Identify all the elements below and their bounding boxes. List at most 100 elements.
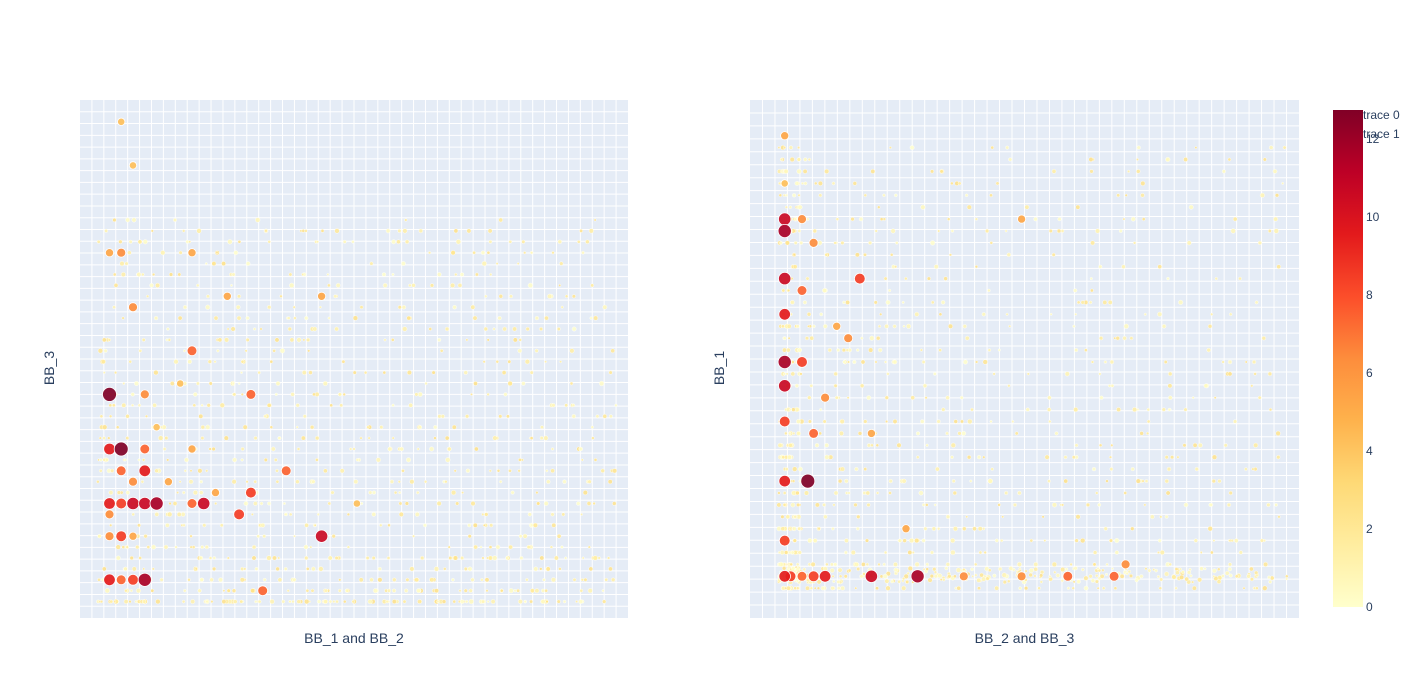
scatter-point[interactable] (1108, 570, 1120, 582)
scatter-point[interactable] (352, 499, 361, 508)
scatter-point[interactable] (780, 131, 790, 141)
scatter-point[interactable] (853, 272, 866, 285)
scatter-point-faint (224, 337, 230, 343)
scatter-point[interactable] (808, 428, 819, 439)
scatter-point-faint (1228, 490, 1233, 496)
scatter-point[interactable] (139, 443, 151, 455)
scatter-point-faint (451, 578, 455, 582)
scatter-point[interactable] (777, 223, 792, 238)
scatter-point[interactable] (843, 333, 854, 344)
scatter-point[interactable] (128, 302, 138, 313)
scatter-point[interactable] (778, 415, 791, 428)
scatter-point[interactable] (187, 248, 197, 258)
scatter-point[interactable] (796, 285, 808, 296)
scatter-point-faint (463, 566, 468, 571)
scatter-point[interactable] (176, 379, 185, 388)
scatter-point[interactable] (317, 291, 327, 301)
scatter-point[interactable] (901, 524, 911, 534)
scatter-point[interactable] (103, 573, 116, 587)
scatter-point-faint (1244, 360, 1248, 364)
scatter-point[interactable] (104, 509, 115, 520)
scatter-point[interactable] (1016, 571, 1027, 582)
scatter-point[interactable] (113, 441, 129, 457)
scatter-point-faint (588, 566, 594, 572)
scatter-point[interactable] (128, 476, 138, 487)
scatter-point-faint (1037, 586, 1041, 590)
scatter-point[interactable] (126, 496, 140, 511)
scatter-point[interactable] (778, 308, 791, 321)
scatter-point[interactable] (222, 291, 232, 301)
scatter-point[interactable] (103, 442, 116, 456)
scatter-point-faint (888, 479, 893, 484)
scatter-point[interactable] (245, 389, 257, 400)
scatter-point[interactable] (103, 497, 116, 510)
scatter-point[interactable] (778, 271, 792, 286)
scatter-point[interactable] (820, 392, 830, 403)
scatter-point[interactable] (864, 569, 879, 583)
scatter-point-faint (972, 526, 977, 532)
scatter-point[interactable] (778, 212, 792, 226)
scatter-point[interactable] (210, 488, 220, 498)
scatter-point-faint (1076, 300, 1081, 305)
scatter-point-faint (787, 336, 791, 340)
legend-item-0[interactable]: trace 0 (1363, 108, 1400, 122)
scatter-point-faint (165, 523, 170, 528)
scatter-point[interactable] (115, 465, 127, 477)
scatter-point[interactable] (796, 570, 808, 582)
scatter-point[interactable] (104, 531, 115, 542)
scatter-point[interactable] (777, 354, 792, 369)
scatter-point[interactable] (796, 356, 808, 368)
scatter-point-faint (406, 457, 412, 463)
scatter-point[interactable] (105, 248, 115, 258)
scatter-point[interactable] (186, 498, 198, 509)
scatter-point[interactable] (152, 423, 161, 432)
scatter-point[interactable] (115, 530, 127, 542)
scatter-point[interactable] (1062, 570, 1074, 582)
scatter-point[interactable] (149, 496, 164, 511)
scatter-point-faint (342, 239, 347, 244)
scatter-point[interactable] (280, 465, 292, 477)
scatter-point[interactable] (128, 161, 138, 170)
scatter-point[interactable] (138, 464, 152, 478)
scatter-point[interactable] (197, 496, 211, 511)
scatter-point[interactable] (163, 477, 173, 487)
scatter-point[interactable] (115, 574, 127, 586)
scatter-point[interactable] (116, 247, 127, 258)
scatter-point[interactable] (1017, 214, 1027, 224)
scatter-point[interactable] (807, 570, 820, 583)
scatter-point[interactable] (137, 572, 152, 587)
scatter-point[interactable] (958, 571, 969, 582)
scatter-point[interactable] (778, 379, 792, 393)
scatter-point[interactable] (778, 570, 791, 583)
scatter-point[interactable] (808, 237, 819, 248)
scatter-point-faint (99, 599, 104, 604)
scatter-point[interactable] (102, 386, 117, 402)
scatter-point[interactable] (797, 214, 807, 225)
scatter-point[interactable] (127, 573, 139, 586)
scatter-point[interactable] (866, 428, 876, 438)
scatter-point[interactable] (186, 345, 198, 357)
scatter-point[interactable] (910, 569, 925, 584)
scatter-point[interactable] (314, 529, 329, 543)
scatter-point[interactable] (818, 570, 832, 583)
scatter-point[interactable] (778, 474, 791, 488)
scatter-point[interactable] (187, 444, 197, 454)
scatter-point-faint (123, 599, 129, 604)
scatter-point[interactable] (115, 497, 127, 510)
scatter-point[interactable] (1120, 559, 1131, 570)
scatter-point[interactable] (832, 321, 842, 331)
scatter-point[interactable] (139, 389, 150, 400)
scatter-point[interactable] (257, 585, 269, 596)
scatter-point[interactable] (778, 534, 791, 547)
legend-item-1[interactable]: trace 1 (1363, 127, 1400, 141)
scatter-point[interactable] (138, 496, 152, 511)
scatter-point[interactable] (245, 486, 257, 499)
scatter-point[interactable] (117, 117, 126, 126)
scatter-point[interactable] (128, 531, 138, 541)
scatter-point-faint (467, 566, 473, 572)
scatter-point[interactable] (800, 473, 816, 489)
scatter-point[interactable] (233, 508, 245, 521)
scatter-point[interactable] (780, 179, 789, 188)
scatter-point-faint (940, 300, 946, 305)
scatter-point-faint (486, 338, 490, 342)
